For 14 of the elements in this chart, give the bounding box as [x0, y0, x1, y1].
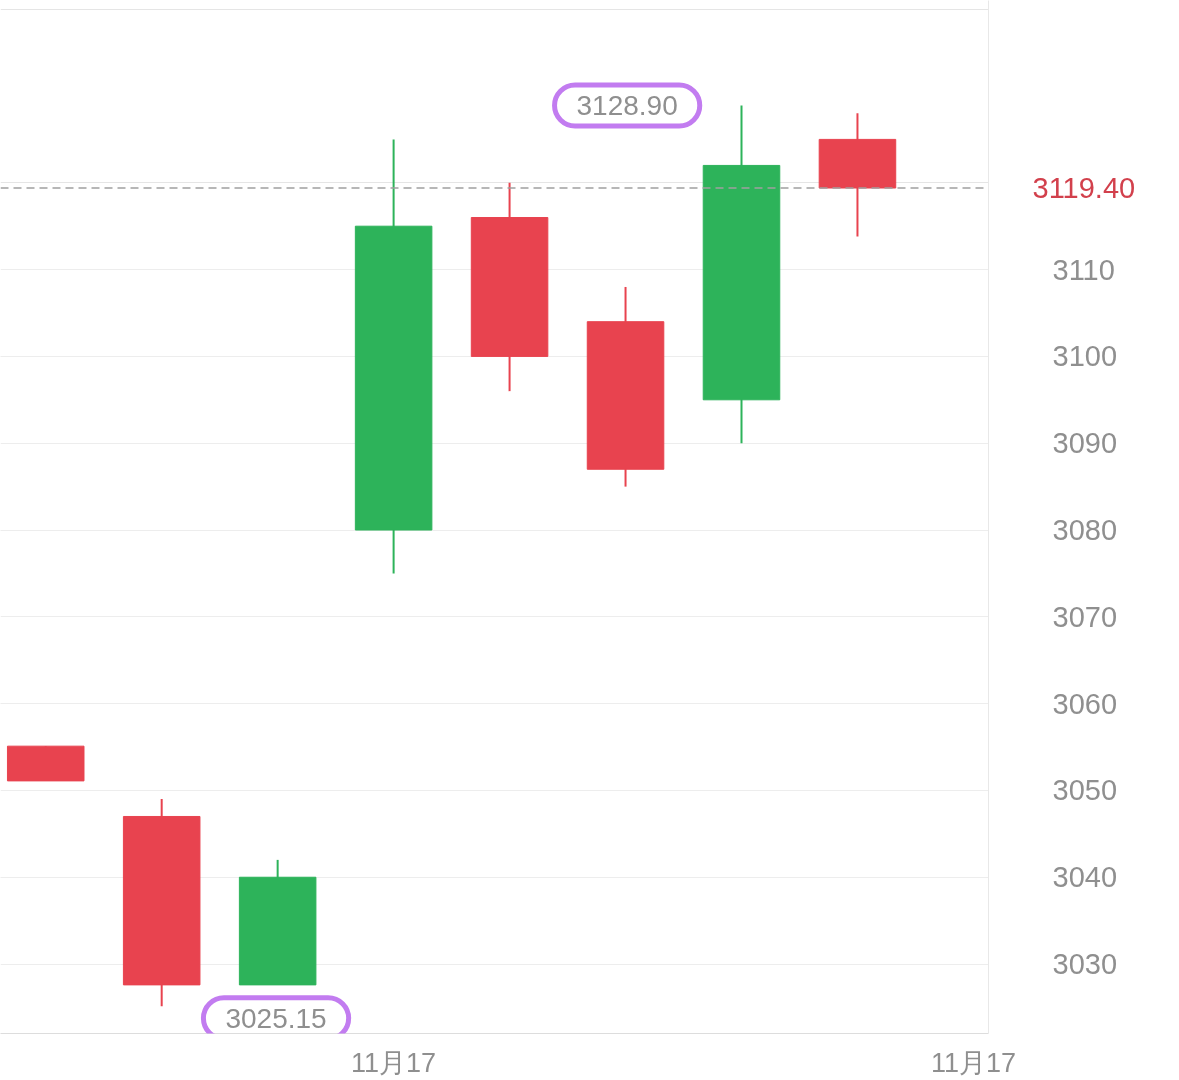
x-tick-label: 11月17	[930, 1047, 1016, 1078]
y-tick-label: 3090	[1052, 427, 1118, 460]
y-tick-label: 3040	[1052, 861, 1118, 894]
y-tick-label: 3060	[1052, 687, 1118, 720]
x-tick-label: 11月17	[351, 1047, 437, 1078]
ref-line-label: 3119.40	[1032, 172, 1136, 204]
annotation: 3128.90	[576, 90, 678, 122]
annotation: 3025.15	[225, 1002, 327, 1034]
y-tick-label: 3030	[1052, 948, 1118, 981]
y-tick-label: 3100	[1052, 340, 1118, 373]
y-tick-label: 3110	[1052, 253, 1115, 286]
y-tick-label: 3080	[1052, 514, 1118, 547]
y-tick-label: 3050	[1052, 774, 1118, 807]
y-tick-label: 3070	[1052, 600, 1118, 633]
